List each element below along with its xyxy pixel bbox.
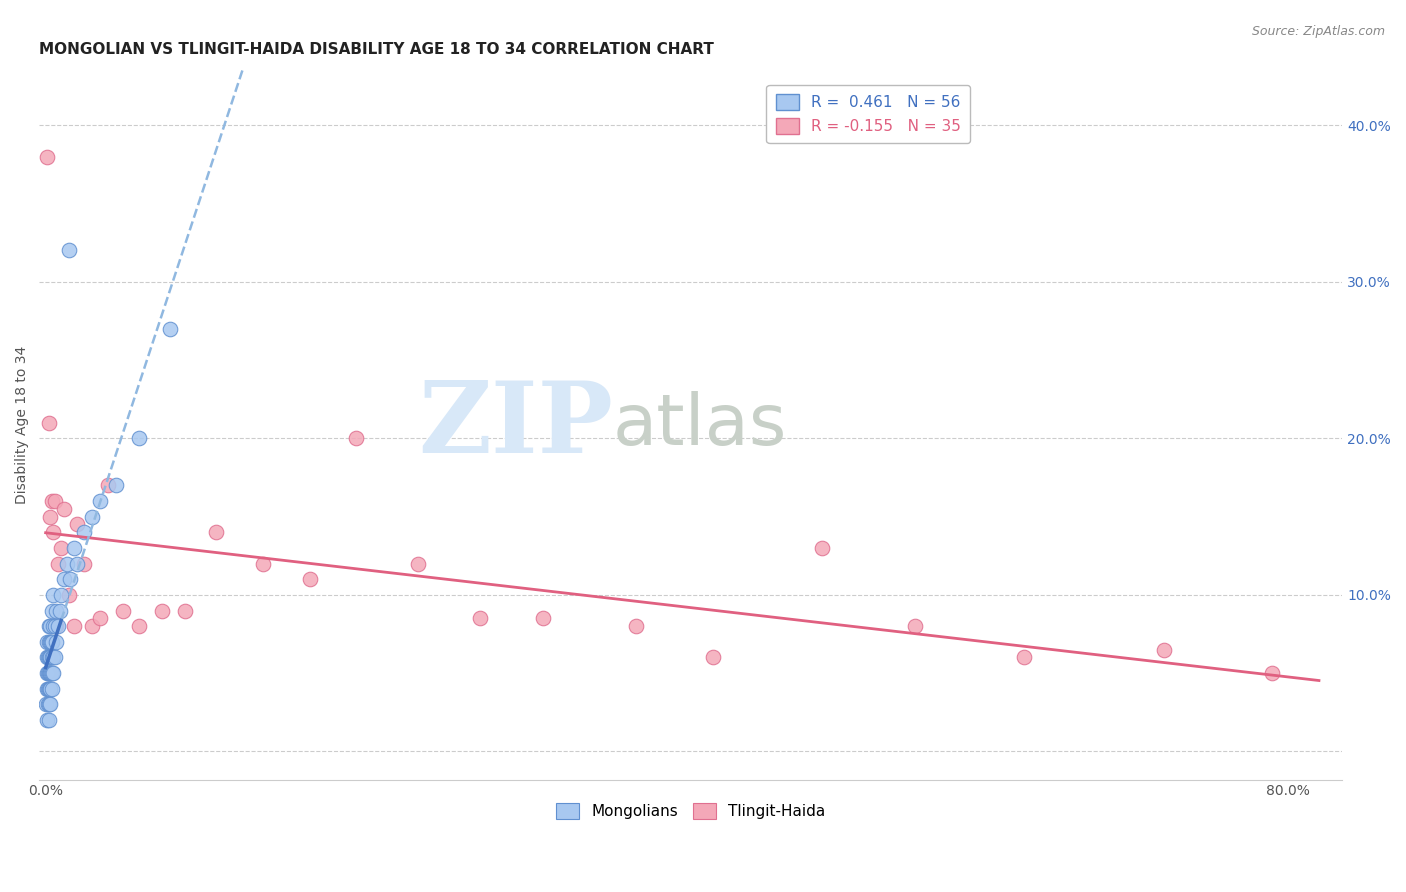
Point [41,494,63,508]
Point [45,619,67,633]
Point [41,681,63,696]
Point [62,619,84,633]
Point [53,572,76,586]
Point [38,650,60,665]
Point [41,650,63,665]
Point [408,557,430,571]
Point [904,619,927,633]
Point [38,650,60,665]
Point [37,698,59,712]
Point [66,517,89,532]
Point [38,681,60,696]
Point [39,666,62,681]
Point [58,244,80,258]
Point [37,666,59,681]
Point [44,494,66,508]
Point [89,494,111,508]
Y-axis label: Disability Age 18 to 34: Disability Age 18 to 34 [15,346,30,504]
Point [159,322,181,336]
Point [150,603,173,617]
Point [42,525,65,540]
Point [298,572,321,586]
Point [42,666,65,681]
Point [73,557,96,571]
Point [702,650,724,665]
Point [37,666,59,681]
Point [35,698,58,712]
Point [42,588,65,602]
Point [37,650,59,665]
Point [128,619,150,633]
Point [104,478,127,492]
Point [41,666,63,681]
Point [344,431,367,445]
Point [41,603,63,617]
Point [39,666,62,681]
Point [38,635,60,649]
Point [53,501,76,516]
Point [42,619,65,633]
Point [38,619,60,633]
Point [37,650,59,665]
Point [82,619,104,633]
Point [39,635,62,649]
Point [1261,666,1284,681]
Point [82,509,104,524]
Point [42,650,65,665]
Point [38,698,60,712]
Point [38,713,60,727]
Point [56,557,79,571]
Point [37,149,59,163]
Point [41,635,63,649]
Point [205,525,228,540]
Point [39,635,62,649]
Point [45,603,67,617]
Point [1153,642,1175,657]
Text: ZIP: ZIP [418,376,613,474]
Point [39,509,62,524]
Legend: Mongolians, Tlingit-Haida: Mongolians, Tlingit-Haida [550,797,832,825]
Point [37,713,59,727]
Text: MONGOLIAN VS TLINGIT-HAIDA DISABILITY AGE 18 TO 34 CORRELATION CHART: MONGOLIAN VS TLINGIT-HAIDA DISABILITY AG… [39,42,714,57]
Point [811,541,834,555]
Point [531,611,554,625]
Point [39,698,62,712]
Point [62,541,84,555]
Text: atlas: atlas [613,391,787,459]
Point [470,611,492,625]
Point [49,588,72,602]
Point [252,557,274,571]
Point [45,635,67,649]
Point [59,572,82,586]
Point [37,681,59,696]
Point [46,557,69,571]
Point [38,666,60,681]
Point [89,611,111,625]
Text: Source: ZipAtlas.com: Source: ZipAtlas.com [1251,25,1385,38]
Point [38,666,60,681]
Point [44,619,66,633]
Point [38,681,60,696]
Point [112,603,135,617]
Point [39,681,62,696]
Point [97,478,120,492]
Point [37,635,59,649]
Point [66,557,89,571]
Point [37,681,59,696]
Point [58,588,80,602]
Point [48,603,70,617]
Point [73,525,96,540]
Point [44,650,66,665]
Point [39,650,62,665]
Point [1012,650,1035,665]
Point [174,603,197,617]
Point [46,619,69,633]
Point [49,541,72,555]
Point [128,431,150,445]
Point [624,619,647,633]
Point [39,619,62,633]
Point [38,416,60,430]
